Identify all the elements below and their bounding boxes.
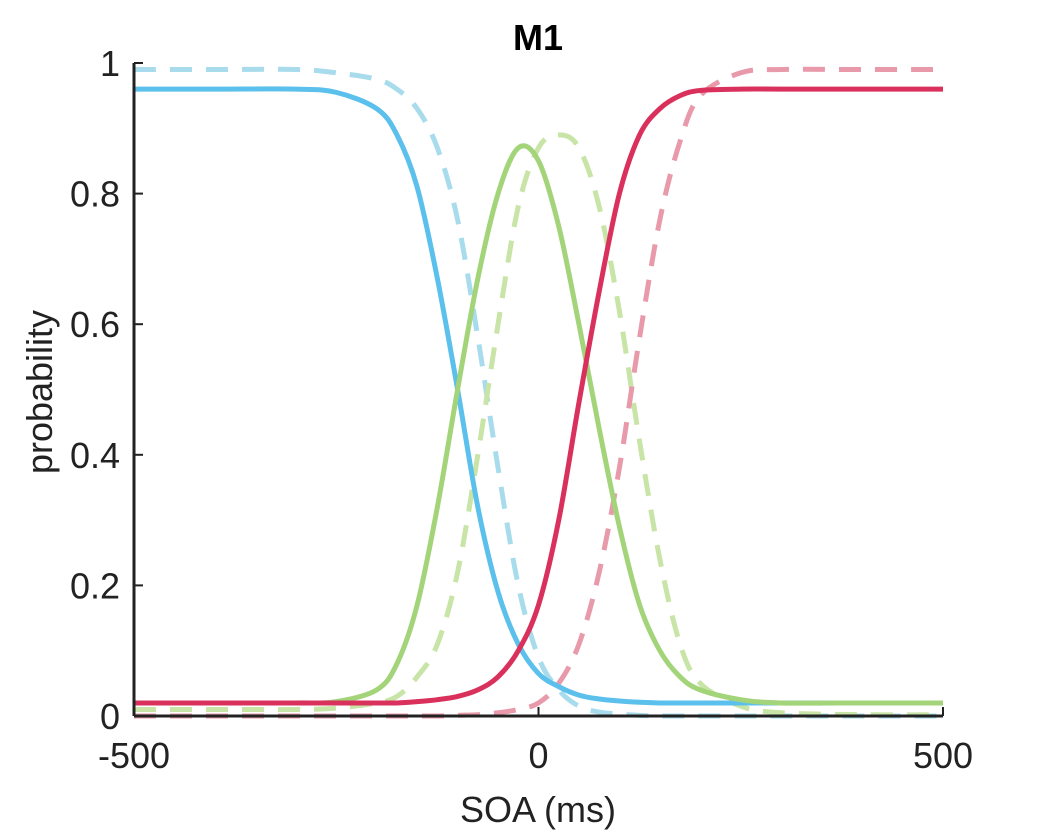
series-line-2 — [134, 143, 943, 706]
series-line-3 — [134, 86, 943, 706]
y-axis-title: probability — [19, 310, 60, 474]
x-tick-label: 500 — [913, 735, 973, 776]
series-line-1 — [134, 86, 943, 706]
chart-title: M1 — [513, 17, 563, 58]
x-tick-label: -500 — [98, 735, 170, 776]
x-tick-label: 0 — [528, 735, 548, 776]
y-tick-label: 1 — [100, 43, 120, 84]
x-axis-title: SOA (ms) — [460, 789, 616, 830]
y-tick-label: 0.8 — [70, 174, 120, 215]
y-tick-label: 0 — [100, 696, 120, 737]
y-tick-label: 0.6 — [70, 304, 120, 345]
series-group — [134, 66, 944, 719]
series-line-5 — [134, 132, 944, 718]
y-tick-label: 0.2 — [70, 565, 120, 606]
y-tick-label: 0.4 — [70, 435, 120, 476]
